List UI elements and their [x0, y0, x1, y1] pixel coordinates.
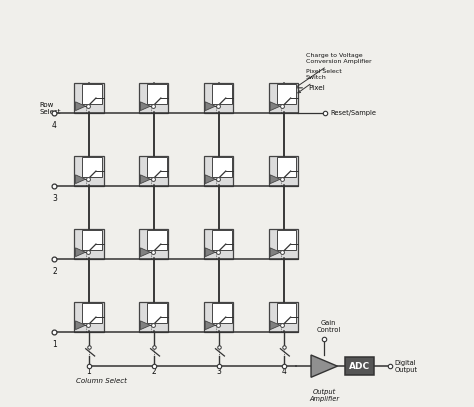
- Polygon shape: [270, 175, 280, 184]
- Text: ADC: ADC: [349, 362, 370, 371]
- Polygon shape: [75, 248, 85, 257]
- Text: Digital
Output: Digital Output: [394, 360, 417, 373]
- Polygon shape: [311, 355, 337, 377]
- Bar: [204, 302, 233, 332]
- Polygon shape: [205, 248, 215, 257]
- Polygon shape: [140, 248, 150, 257]
- Bar: [277, 157, 297, 177]
- Text: Gain
Control: Gain Control: [316, 319, 340, 333]
- Bar: [269, 230, 298, 259]
- Bar: [82, 84, 102, 104]
- Bar: [212, 303, 232, 323]
- Text: 2: 2: [152, 367, 156, 376]
- Polygon shape: [205, 102, 215, 111]
- Text: Charge to Voltage
Conversion Amplifier: Charge to Voltage Conversion Amplifier: [285, 53, 372, 94]
- Polygon shape: [270, 102, 280, 111]
- Bar: [139, 302, 168, 332]
- Bar: [139, 230, 168, 259]
- Bar: [82, 157, 102, 177]
- Bar: [269, 156, 298, 186]
- Bar: [269, 83, 298, 113]
- Polygon shape: [270, 321, 280, 330]
- Bar: [74, 156, 103, 186]
- Bar: [82, 230, 102, 250]
- Bar: [147, 84, 167, 104]
- Text: Row
Select: Row Select: [39, 102, 61, 115]
- Bar: [147, 303, 167, 323]
- Text: 4: 4: [52, 121, 57, 130]
- Bar: [204, 156, 233, 186]
- Polygon shape: [75, 321, 85, 330]
- Text: 1: 1: [87, 367, 91, 376]
- Bar: [204, 83, 233, 113]
- Polygon shape: [205, 175, 215, 184]
- Text: 2: 2: [52, 267, 57, 276]
- Bar: [139, 83, 168, 113]
- Bar: [82, 303, 102, 323]
- Bar: [147, 230, 167, 250]
- Text: Pixel: Pixel: [291, 85, 325, 91]
- Bar: [345, 357, 374, 375]
- Bar: [139, 156, 168, 186]
- Text: Reset/Sample: Reset/Sample: [331, 109, 377, 116]
- Bar: [277, 84, 297, 104]
- Text: 3: 3: [52, 194, 57, 203]
- Bar: [277, 303, 297, 323]
- Bar: [212, 230, 232, 250]
- Polygon shape: [75, 175, 85, 184]
- Bar: [74, 230, 103, 259]
- Bar: [74, 83, 103, 113]
- Bar: [212, 84, 232, 104]
- Bar: [212, 157, 232, 177]
- Polygon shape: [270, 248, 280, 257]
- Polygon shape: [205, 321, 215, 330]
- Bar: [277, 230, 297, 250]
- Text: 3: 3: [216, 367, 221, 376]
- Text: 1: 1: [52, 340, 57, 349]
- Bar: [74, 302, 103, 332]
- Polygon shape: [75, 102, 85, 111]
- Text: Output
Amplifier: Output Amplifier: [309, 389, 339, 402]
- Bar: [269, 302, 298, 332]
- Bar: [147, 157, 167, 177]
- Bar: [204, 230, 233, 259]
- Polygon shape: [140, 102, 150, 111]
- Polygon shape: [140, 321, 150, 330]
- Text: Column Select: Column Select: [76, 378, 127, 384]
- Polygon shape: [140, 175, 150, 184]
- Text: Pixel Select
Switch: Pixel Select Switch: [298, 69, 342, 93]
- Text: 4: 4: [281, 367, 286, 376]
